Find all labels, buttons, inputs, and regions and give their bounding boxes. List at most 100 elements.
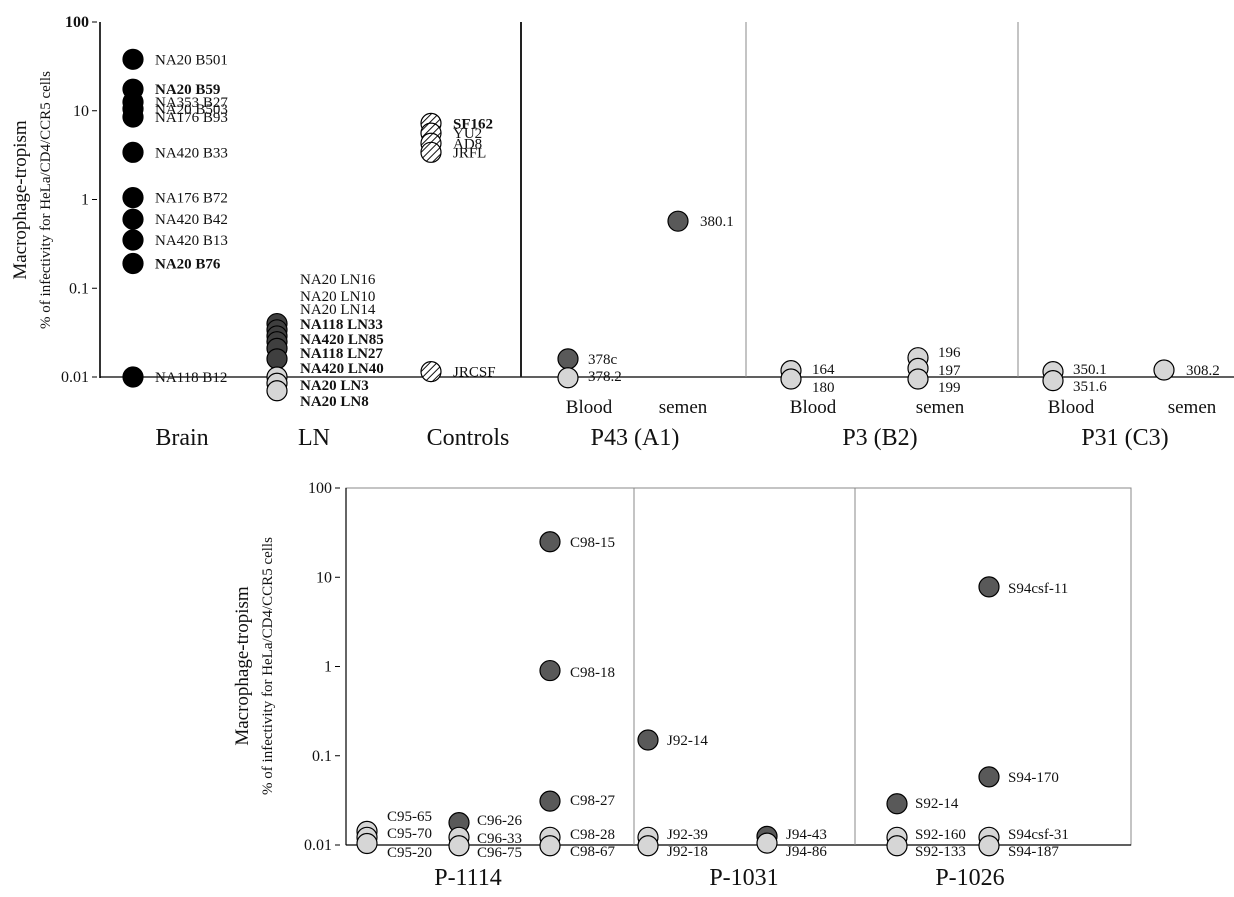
- point-label-ad8: AD8: [453, 136, 482, 152]
- group-label-p1026: P-1026: [935, 865, 1004, 891]
- y-tick-label: 1: [81, 192, 89, 209]
- point-351-6: [1042, 370, 1064, 392]
- bottom-points: [356, 531, 1000, 857]
- point-label-j94-86: J94-86: [786, 844, 827, 860]
- point-label-sf162: SF162: [453, 116, 493, 132]
- point-na176-b93: [122, 106, 144, 128]
- point-s94-187: [978, 835, 1000, 857]
- bottom-chart: 100 10 1 0.1 0.01 Macrophage-tropism % of in…: [232, 480, 1132, 891]
- point-c96-75: [448, 835, 470, 857]
- point-s94csf-11: [978, 576, 1000, 598]
- point-199: [907, 368, 929, 390]
- point-label-na118-ln27: NA118 LN27: [300, 346, 383, 362]
- point-label-c98-18: C98-18: [570, 665, 615, 681]
- point-380-1: [667, 210, 689, 232]
- point-label-378c: 378c: [588, 352, 618, 368]
- point-na176-b72: [122, 187, 144, 209]
- point-na118-b12: [122, 366, 144, 388]
- point-label-j94-43: J94-43: [786, 827, 827, 843]
- point-label-na20-ln8: NA20 LN8: [300, 394, 369, 410]
- point-378c: [557, 348, 579, 370]
- point-j92-14: [637, 729, 659, 751]
- point-label-na20-b59: NA20 B59: [155, 82, 220, 98]
- p3-blood-label: Blood: [790, 397, 837, 418]
- bottom-plot-border: [345, 487, 1132, 846]
- point-c98-18: [539, 659, 561, 682]
- top-y-ticks: 100 10 1 0.1 0.01: [61, 14, 97, 386]
- point-s92-133: [886, 835, 908, 857]
- point-label-c98-27: C98-27: [570, 793, 616, 809]
- group-label-p1031: P-1031: [709, 865, 778, 891]
- point-label-s94csf-31: S94csf-31: [1008, 827, 1069, 843]
- point-c95-20: [356, 832, 378, 855]
- point-label-na420-ln40: NA420 LN40: [300, 361, 384, 377]
- point-s94-170: [978, 766, 1000, 788]
- point-label-na20-ln16: NA20 LN16: [300, 272, 376, 288]
- top-y-label-line2: % of infectivity for HeLa/CD4/CCR5 cells: [38, 71, 54, 329]
- point-label-na420-b42: NA420 B42: [155, 212, 228, 228]
- point-label-s92-14: S92-14: [915, 796, 959, 812]
- point-label-380-1: 380.1: [700, 214, 734, 230]
- point-label-c98-15: C98-15: [570, 535, 615, 551]
- point-j92-18: [637, 835, 659, 857]
- point-label-199: 199: [938, 380, 961, 396]
- point-label-351-6: 351.6: [1073, 379, 1107, 395]
- top-y-label: Macrophage-tropism % of infectivity for …: [10, 71, 54, 329]
- group-label-p31: P31 (C3): [1081, 425, 1168, 451]
- group-label-ln: LN: [298, 425, 330, 451]
- point-label-c98-28: C98-28: [570, 827, 615, 843]
- group-label-brain: Brain: [155, 425, 208, 451]
- point-label-na420-b33: NA420 B33: [155, 145, 228, 161]
- y-tick-label: 0.01: [61, 369, 89, 386]
- point-label-jrcsf: JRCSF: [453, 365, 496, 381]
- point-label-c96-33: C96-33: [477, 831, 522, 847]
- point-label-180: 180: [812, 380, 835, 396]
- point-label-197: 197: [938, 363, 961, 379]
- point-c98-67: [539, 835, 561, 857]
- point-label-c96-75: C96-75: [477, 845, 522, 861]
- point-label-196: 196: [938, 345, 961, 361]
- point-label-na118-b12: NA118 B12: [155, 370, 227, 386]
- point-180: [780, 368, 802, 390]
- point-jrcsf: [420, 361, 442, 383]
- point-label-350-1: 350.1: [1073, 362, 1107, 378]
- top-points: [122, 48, 1175, 402]
- point-c98-27: [539, 790, 561, 812]
- point-na420-b42: [122, 208, 144, 230]
- point-s92-14: [886, 793, 908, 815]
- point-label-c98-67: C98-67: [570, 844, 616, 860]
- group-label-p43: P43 (A1): [591, 425, 680, 451]
- p43-blood-label: Blood: [566, 397, 613, 418]
- point-label-na118-ln33: NA118 LN33: [300, 317, 383, 333]
- top-group-labels: Brain LN Controls P43 (A1) P3 (B2) P31 (…: [155, 425, 1168, 451]
- point-na420-b33: [122, 141, 144, 163]
- point-label-jrfl: JRFL: [453, 145, 486, 161]
- point-label-na20-ln14: NA20 LN14: [300, 302, 376, 318]
- y-tick-label: 10: [316, 569, 332, 586]
- point-label-na353-b27: NA353 B27: [155, 95, 228, 111]
- point-label-na20-ln10: NA20 LN10: [300, 289, 375, 305]
- bottom-group-labels: P-1114 P-1031 P-1026: [434, 865, 1004, 891]
- point-label-164: 164: [812, 362, 835, 378]
- y-tick-label: 1: [324, 659, 332, 676]
- point-jrfl: [420, 141, 442, 163]
- point-label-na420-ln85: NA420 LN85: [300, 332, 384, 348]
- y-tick-label: 100: [65, 14, 89, 31]
- point-label-c95-65: C95-65: [387, 809, 432, 825]
- y-tick-label: 0.1: [312, 748, 332, 765]
- p31-blood-label: Blood: [1048, 397, 1095, 418]
- point-na20-b501: [122, 48, 144, 70]
- point-label-c95-70: C95-70: [387, 826, 432, 842]
- bottom-y-label: Macrophage-tropism % of infectivity for …: [232, 537, 276, 795]
- point-378-2: [557, 367, 579, 389]
- y-tick-label: 10: [73, 103, 89, 120]
- point-label-s94-170: S94-170: [1008, 770, 1059, 786]
- bottom-y-ticks: 100 10 1 0.1 0.01: [304, 480, 340, 854]
- group-label-p3: P3 (B2): [842, 425, 917, 451]
- point-label-na20-ln3: NA20 LN3: [300, 378, 369, 394]
- y-tick-label: 0.01: [304, 837, 332, 854]
- top-chart: 100 10 1 0.1 0.01 Macrophage-tropism % of in…: [10, 14, 1234, 451]
- p43-semen-label: semen: [659, 397, 708, 418]
- point-c98-15: [539, 531, 561, 553]
